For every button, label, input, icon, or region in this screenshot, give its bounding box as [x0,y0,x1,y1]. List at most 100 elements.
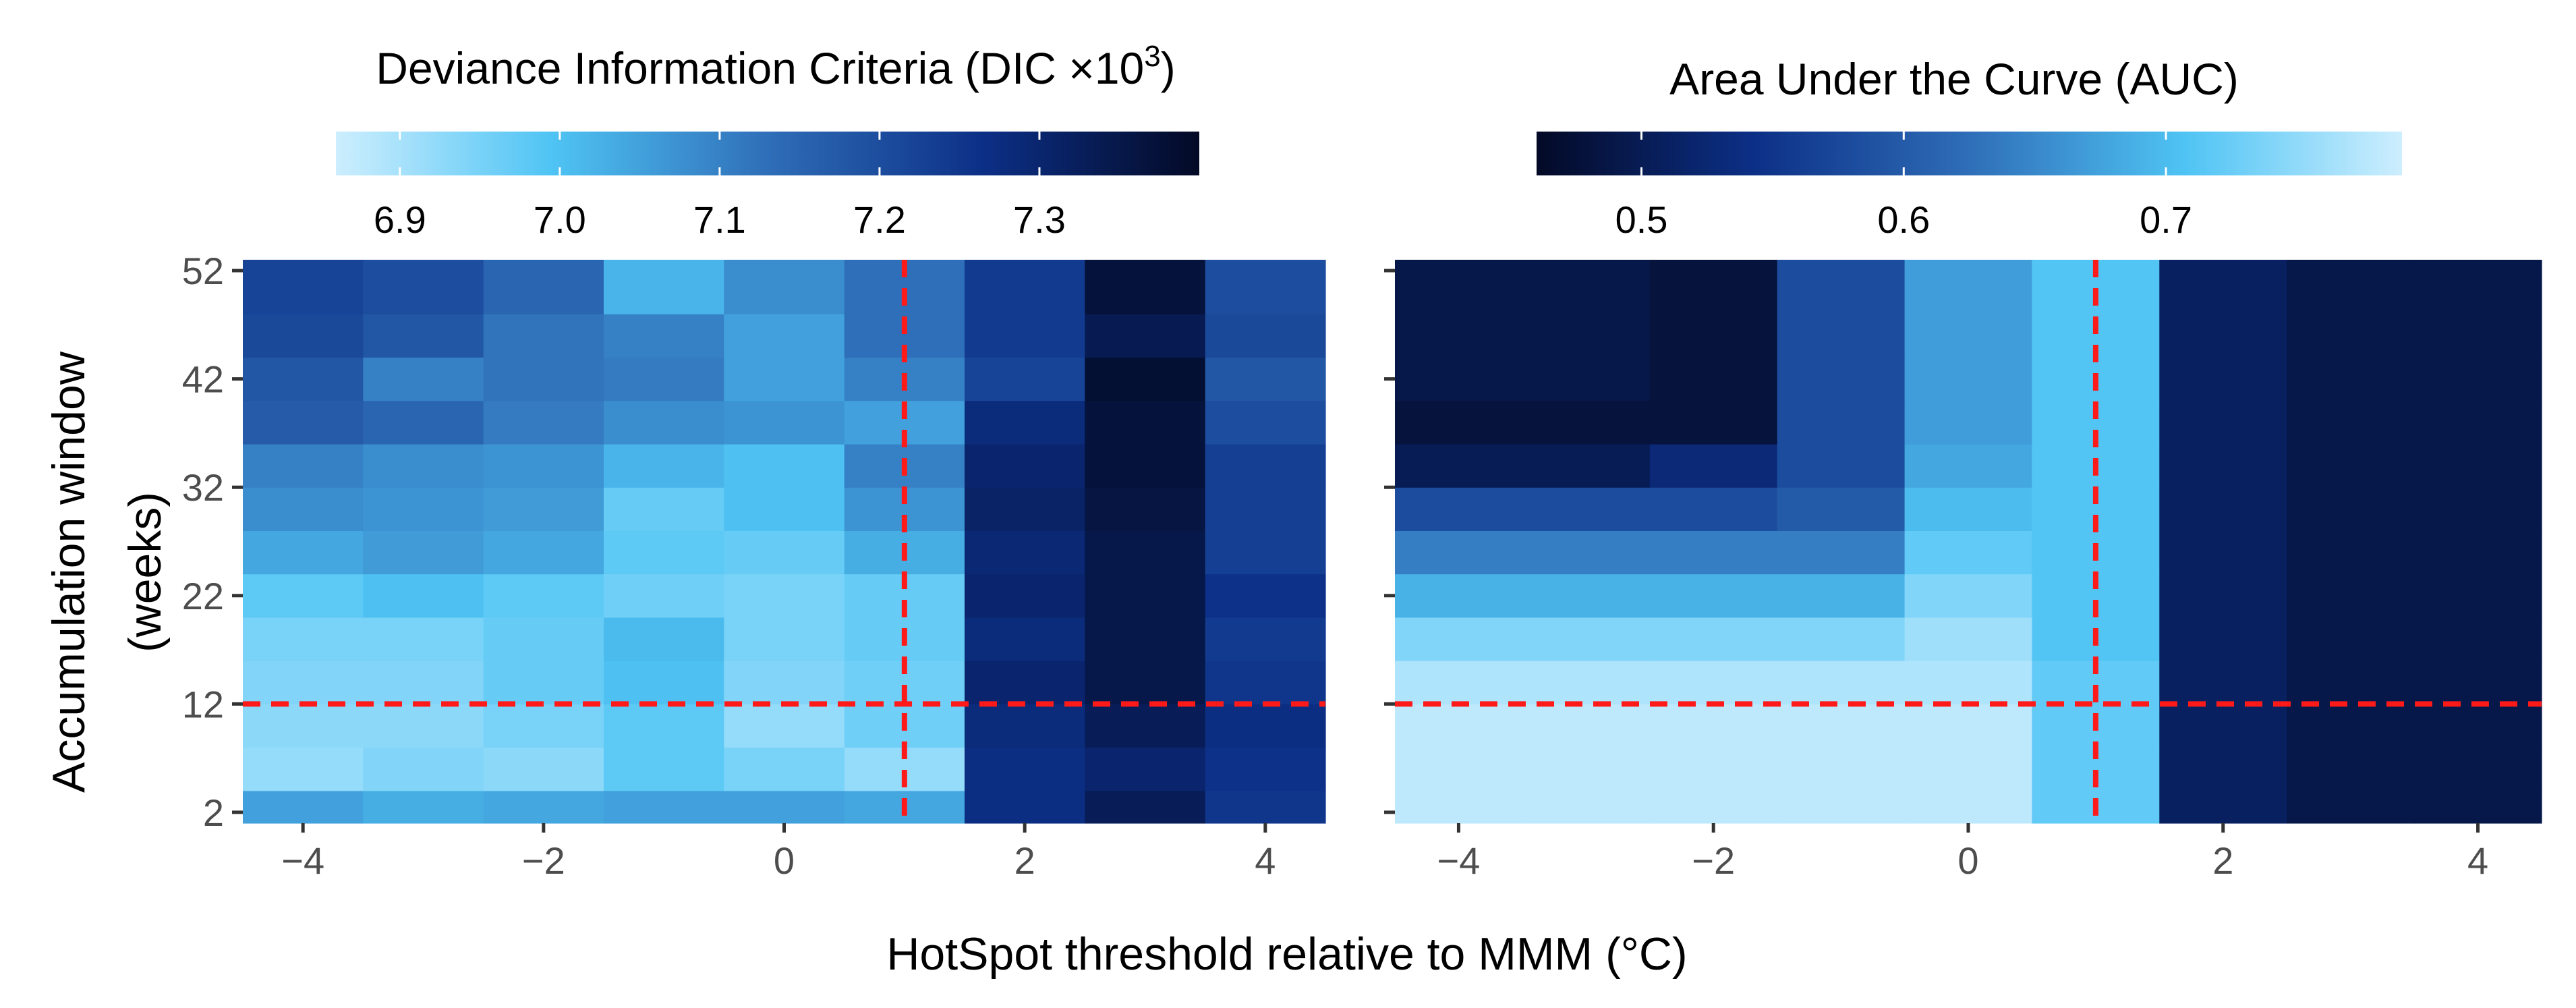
heatmap-cell [2287,400,2415,445]
heatmap-cell [965,357,1085,401]
heatmap-cell [2159,573,2287,618]
heatmap-cell [243,260,364,314]
heatmap-cell [2414,747,2542,791]
colorbar-tick-label: 0.5 [1615,198,1668,241]
heatmap-cell [1205,530,1326,575]
heatmap-cell [1904,487,2033,531]
heatmap-cell [2159,617,2287,661]
heatmap-cell [1205,314,1326,358]
heatmap-cell [243,617,364,661]
heatmap-cell [483,444,604,488]
heatmap-cell [1777,357,1906,401]
y-tick-label: 32 [182,466,224,509]
heatmap-cell [1777,260,1906,314]
heatmap-cell [2287,704,2415,748]
dic-colorbar-ticks: 6.9 7.0 7.1 7.2 7.3 [374,132,1066,241]
heatmap-cell [1522,400,1651,445]
heatmap-cell [604,530,724,575]
heatmap-cell [1522,704,1651,748]
heatmap-cell [1777,661,1906,704]
heatmap-cell [2287,617,2415,661]
heatmap-cell [1777,790,1906,824]
heatmap-cell [1205,444,1326,488]
heatmap-cell [724,400,845,445]
heatmap-cell [2414,400,2542,445]
heatmap-cell [2159,790,2287,824]
x-tick-label: −4 [281,839,324,882]
colorbar-tick-label: 0.6 [1877,198,1930,241]
heatmap-cell [1904,704,2033,748]
heatmap-cell [1777,487,1906,531]
heatmap-cell [1649,661,1778,704]
heatmap-cell [2414,617,2542,661]
heatmap-cell [965,314,1085,358]
heatmap-cell [1904,314,2033,358]
heatmap-cell [1904,573,2033,618]
heatmap-cell [1085,661,1206,704]
heatmap-cell [1395,487,1523,531]
heatmap-cell [1649,444,1778,488]
heatmap-cell [1904,444,2033,488]
heatmap-cell [604,400,724,445]
heatmap-cell [1205,704,1326,748]
heatmap-cell [1522,617,1651,661]
auc-axes: −4 −2 0 2 4 [1384,269,2488,882]
heatmap-cell [2159,487,2287,531]
heatmap-cell [363,790,484,824]
heatmap-cell [483,487,604,531]
heatmap-cell [2414,314,2542,358]
x-tick-label: −2 [1692,839,1735,882]
heatmap-cell [1085,704,1206,748]
heatmap-cell [724,661,845,704]
heatmap-cell [2159,747,2287,791]
heatmap-cell [243,661,364,704]
heatmap-cell [604,661,724,704]
heatmap-cell [1205,790,1326,824]
heatmap-cell [1777,704,1906,748]
heatmap-cell [965,530,1085,575]
auc-highlight-lines [1395,260,2542,823]
heatmap-cell [604,487,724,531]
heatmap-cell [1522,260,1651,314]
heatmap-cell [1649,314,1778,358]
heatmap-cell [2287,747,2415,791]
heatmap-cell [1395,573,1523,618]
auc-colorbar-ticks: 0.5 0.6 0.7 [1615,132,2192,241]
heatmap-cell [483,357,604,401]
heatmap-cell [1395,530,1523,575]
heatmap-cell [604,357,724,401]
heatmap-cell [604,790,724,824]
heatmap-cell [1649,487,1778,531]
heatmap-cell [965,790,1085,824]
heatmap-cell [2287,790,2415,824]
heatmap-cell [1085,747,1206,791]
heatmap-cell [1649,704,1778,748]
heatmap-cell [965,260,1085,314]
heatmap-cell [1205,617,1326,661]
heatmap-cell [1205,357,1326,401]
heatmap-cell [724,790,845,824]
heatmap-cell [1205,661,1326,704]
heatmap-cell [243,400,364,445]
heatmap-cell [363,704,484,748]
heatmap-cell [2159,260,2287,314]
heatmap-cell [2287,487,2415,531]
y-tick-label: 42 [182,358,224,401]
x-tick-label: 4 [1255,839,1276,882]
y-axis-label-line1: Accumulation window [43,351,94,793]
heatmap-cell [363,573,484,618]
heatmap-cell [1649,790,1778,824]
heatmap-cell [1395,400,1523,445]
heatmap-cell [724,314,845,358]
heatmap-cell [1395,617,1523,661]
heatmap-cell [2287,573,2415,618]
heatmap-cell [965,444,1085,488]
heatmap-cell [483,704,604,748]
dic-heatmap [243,260,1326,824]
heatmap-cell [1085,487,1206,531]
heatmap-cell [1522,790,1651,824]
heatmap-cell [2414,357,2542,401]
heatmap-cell [363,617,484,661]
colorbar-tick-label: 0.7 [2140,198,2192,241]
